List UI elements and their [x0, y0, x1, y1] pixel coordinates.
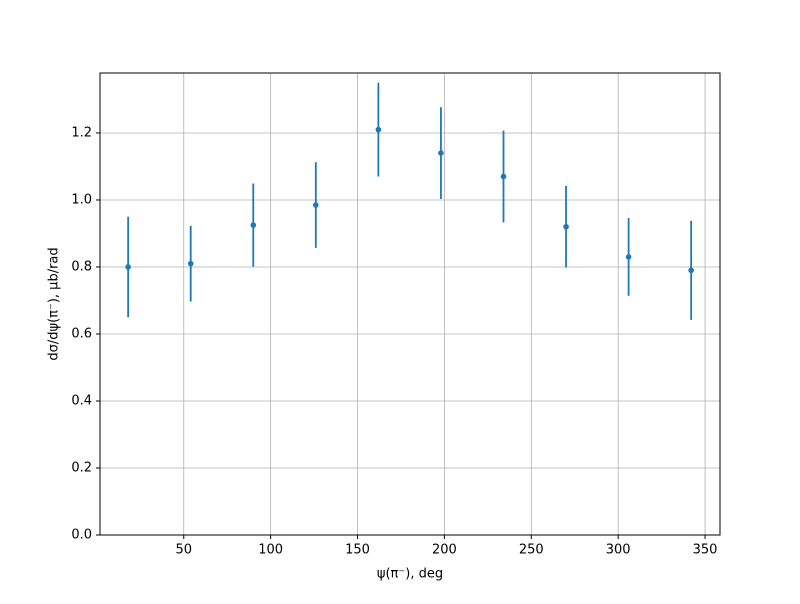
data-point [625, 254, 632, 260]
x-axis-label: ψ(π⁻), deg [377, 567, 443, 582]
x-tick-label: 300 [606, 543, 631, 558]
x-tick-label: 100 [258, 543, 283, 558]
data-point [500, 173, 507, 180]
data-point [375, 126, 382, 133]
x-tick-label: 50 [175, 543, 192, 558]
y-tick-label: 0.2 [71, 460, 92, 475]
y-axis-label: dσ/dψ(π⁻), μb/rad [47, 247, 62, 360]
x-tick-label: 350 [693, 543, 718, 558]
y-tick-label: 0.8 [71, 259, 92, 274]
y-tick-label: 0.6 [71, 326, 92, 341]
y-tick-label: 1.2 [71, 125, 92, 140]
data-point [438, 150, 444, 156]
data-point [250, 222, 257, 228]
y-tick-label: 0.4 [71, 393, 92, 408]
data-point [688, 267, 694, 274]
plot-frame [99, 72, 721, 536]
y-tick-label: 1.0 [71, 192, 92, 207]
x-tick-label: 150 [345, 543, 370, 558]
x-tick-label: 250 [519, 543, 544, 558]
data-point [313, 202, 319, 208]
data-point [125, 264, 131, 270]
x-tick-label: 200 [432, 543, 457, 558]
data-point [187, 260, 194, 267]
data-point [563, 223, 569, 230]
y-tick-label: 0.0 [71, 528, 92, 543]
